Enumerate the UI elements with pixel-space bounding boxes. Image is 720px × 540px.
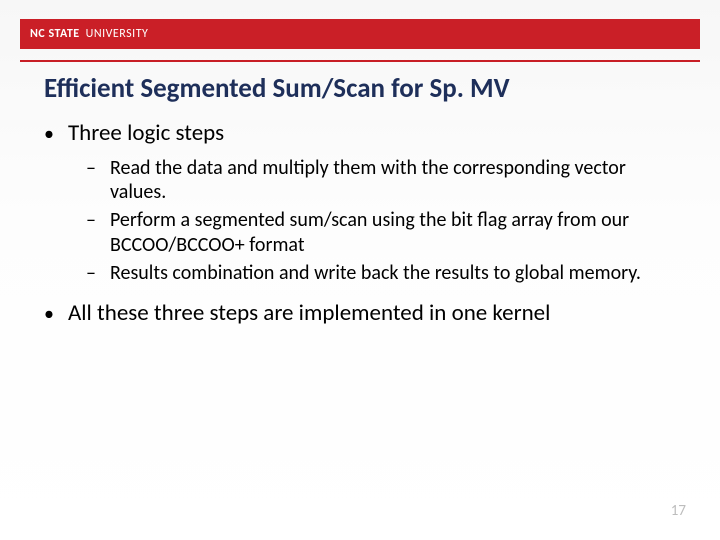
bullet-level1: • All these three steps are implemented … (44, 300, 676, 328)
bullet-level2: – Results combination and write back the… (86, 261, 666, 285)
slide-title: Efficient Segmented Sum/Scan for Sp. MV (44, 72, 680, 105)
content-area: • Three logic steps – Read the data and … (44, 120, 676, 335)
brand-light-text: UNIVERSITY (86, 27, 149, 41)
header-bar: NC STATE UNIVERSITY (20, 19, 700, 49)
header-underline (20, 60, 700, 62)
bullet-dash-icon: – (86, 261, 100, 285)
bullet-l2-text: Read the data and multiply them with the… (110, 156, 666, 205)
bullet-level2: – Read the data and multiply them with t… (86, 156, 666, 205)
bullet-level1: • Three logic steps (44, 120, 676, 148)
slide: NC STATE UNIVERSITY Efficient Segmented … (0, 0, 720, 540)
bullet-l1-text: All these three steps are implemented in… (68, 300, 550, 328)
page-number: 17 (671, 502, 686, 520)
bullet-dot-icon: • (44, 122, 54, 146)
bullet-l2-text: Results combination and write back the r… (110, 261, 641, 285)
bullet-level2: – Perform a segmented sum/scan using the… (86, 208, 666, 257)
bullet-dot-icon: • (44, 302, 54, 326)
bullet-dash-icon: – (86, 208, 100, 232)
brand-bold-text: NC STATE (30, 27, 80, 41)
bullet-l1-text: Three logic steps (68, 120, 224, 148)
bullet-l2-text: Perform a segmented sum/scan using the b… (110, 208, 666, 257)
bullet-dash-icon: – (86, 156, 100, 180)
